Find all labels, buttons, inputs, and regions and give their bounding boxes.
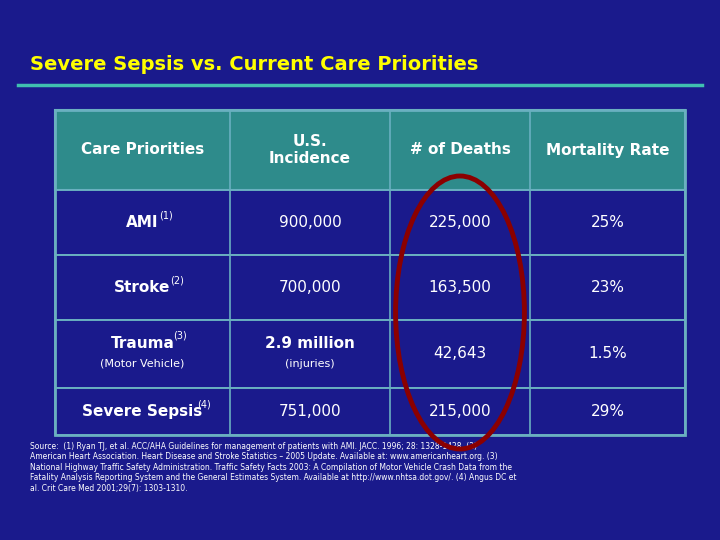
- Text: 23%: 23%: [590, 280, 624, 295]
- Text: (Motor Vehicle): (Motor Vehicle): [100, 359, 185, 369]
- Text: Trauma: Trauma: [111, 336, 174, 352]
- Text: # of Deaths: # of Deaths: [410, 143, 510, 158]
- Text: 2.9 million: 2.9 million: [265, 336, 355, 352]
- Text: 163,500: 163,500: [428, 280, 492, 295]
- Text: 42,643: 42,643: [433, 347, 487, 361]
- Text: Severe Sepsis vs. Current Care Priorities: Severe Sepsis vs. Current Care Prioritie…: [30, 56, 478, 75]
- Text: Source:  (1) Ryan TJ, et al. ACC/AHA Guidelines for management of patients with : Source: (1) Ryan TJ, et al. ACC/AHA Guid…: [30, 442, 516, 492]
- Text: Severe Sepsis: Severe Sepsis: [82, 404, 202, 419]
- Text: (4): (4): [197, 400, 211, 409]
- Bar: [55, 110, 685, 190]
- Text: 900,000: 900,000: [279, 215, 341, 230]
- Text: (2): (2): [171, 275, 184, 286]
- Text: 215,000: 215,000: [428, 404, 491, 419]
- Bar: [55, 190, 685, 255]
- Bar: [55, 320, 685, 388]
- Text: (3): (3): [174, 331, 187, 341]
- Text: 751,000: 751,000: [279, 404, 341, 419]
- Text: Stroke: Stroke: [114, 280, 171, 295]
- Text: AMI: AMI: [126, 215, 158, 230]
- Text: 1.5%: 1.5%: [588, 347, 627, 361]
- Text: 25%: 25%: [590, 215, 624, 230]
- Text: U.S.
Incidence: U.S. Incidence: [269, 134, 351, 166]
- Text: (1): (1): [159, 211, 173, 220]
- Text: 225,000: 225,000: [428, 215, 491, 230]
- Text: Mortality Rate: Mortality Rate: [546, 143, 670, 158]
- Bar: [55, 110, 685, 435]
- Text: (injuries): (injuries): [285, 359, 335, 369]
- Text: Care Priorities: Care Priorities: [81, 143, 204, 158]
- Text: 29%: 29%: [590, 404, 624, 419]
- Text: 700,000: 700,000: [279, 280, 341, 295]
- Bar: [55, 255, 685, 320]
- Bar: [55, 388, 685, 435]
